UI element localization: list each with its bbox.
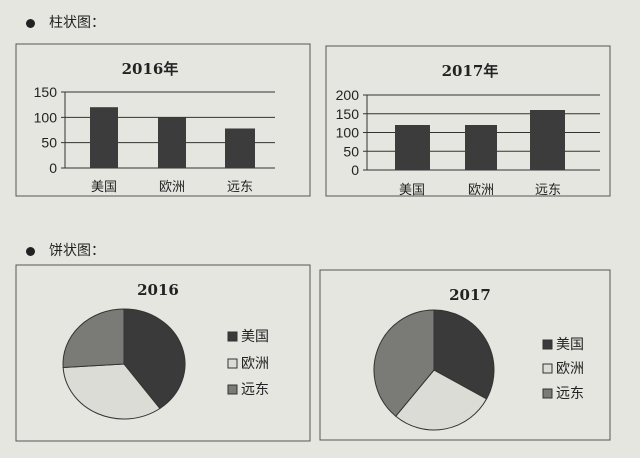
- pie-slice: [395, 369, 488, 431]
- y-tick-label: 150: [34, 84, 58, 100]
- bar: [90, 107, 118, 168]
- chart-title: 2016: [137, 281, 179, 299]
- legend-label: 美国: [556, 337, 584, 353]
- legend-swatch: [227, 331, 238, 342]
- bullet-icon: [26, 246, 35, 256]
- bar: [395, 125, 430, 170]
- pie-section-heading: 饼状图：: [26, 240, 105, 260]
- bar-chart-frame: [15, 43, 311, 197]
- x-tick-label: 美国: [399, 183, 425, 198]
- legend-label: 美国: [241, 329, 269, 345]
- bullet-icon: [26, 18, 35, 28]
- legend-swatch: [542, 339, 553, 350]
- x-tick-label: 欧洲: [159, 180, 185, 195]
- pie-slice: [123, 308, 186, 410]
- y-tick-label: 100: [336, 125, 360, 141]
- x-tick-label: 远东: [227, 180, 253, 195]
- x-tick-label: 美国: [91, 180, 117, 195]
- bar: [465, 125, 497, 170]
- x-tick-label: 远东: [535, 183, 561, 198]
- bar-heading-text: 柱状图：: [49, 15, 105, 31]
- chart-title: 2017: [449, 286, 491, 304]
- pie-chart-frame: [15, 264, 311, 442]
- pie-slice: [62, 363, 161, 420]
- y-tick-label: 200: [336, 87, 360, 103]
- x-tick-label: 欧洲: [468, 183, 494, 198]
- y-tick-label: 0: [49, 160, 57, 176]
- bar: [225, 128, 255, 168]
- y-tick-label: 100: [34, 109, 58, 125]
- legend-swatch: [542, 363, 553, 374]
- chart-title: 2016年: [122, 60, 179, 78]
- legend-swatch: [227, 358, 238, 369]
- y-tick-label: 50: [41, 135, 57, 151]
- pie-slice: [62, 308, 125, 368]
- legend-label: 欧洲: [241, 356, 269, 372]
- y-tick-label: 50: [343, 143, 359, 159]
- pie-heading-text: 饼状图：: [49, 243, 105, 259]
- y-tick-label: 150: [336, 106, 360, 122]
- pie-chart-frame: [319, 269, 611, 441]
- y-tick-label: 0: [351, 162, 359, 178]
- pie-slice: [433, 309, 495, 400]
- legend-label: 欧洲: [556, 361, 584, 377]
- chart-title: 2017年: [442, 62, 499, 80]
- bar-chart-frame: [325, 45, 611, 197]
- bar-section-heading: 柱状图：: [26, 12, 105, 32]
- pie-slice: [373, 309, 435, 417]
- bar: [158, 117, 186, 168]
- legend-label: 远东: [556, 386, 584, 402]
- bar: [530, 110, 565, 170]
- legend-swatch: [227, 384, 238, 395]
- legend-swatch: [542, 388, 553, 399]
- legend-label: 远东: [241, 382, 269, 398]
